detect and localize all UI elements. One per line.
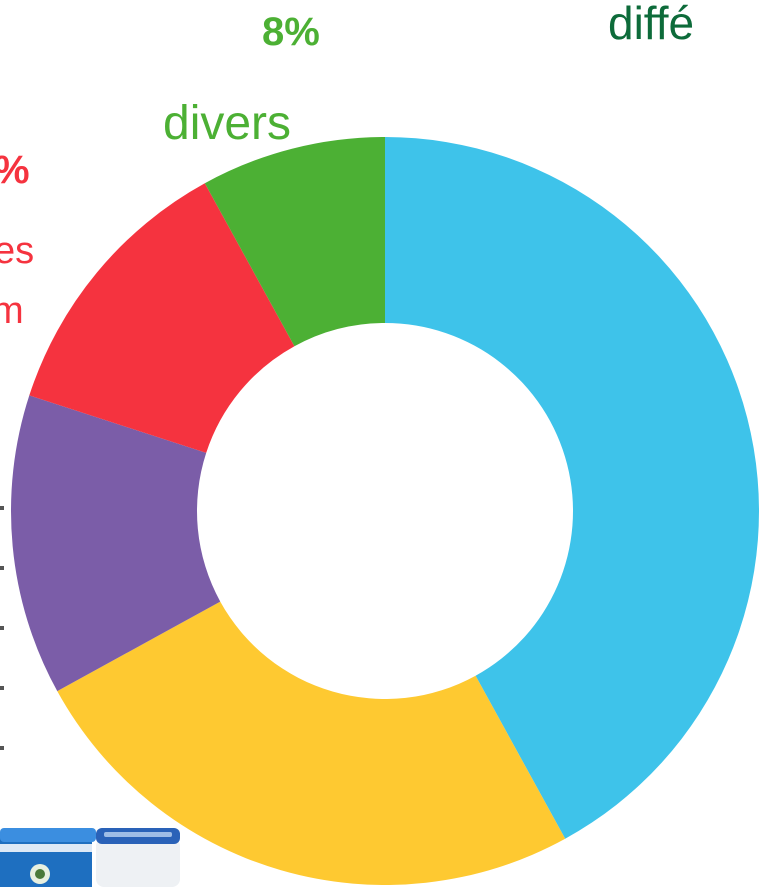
chart-title-fragment: diffé [608,0,695,49]
donut-slice-red [29,183,295,453]
clipped-label-mark [0,626,4,630]
red-label-line-1: es [0,230,35,272]
donut-slice-yellow [57,601,566,886]
clipped-label-mark [0,746,4,750]
red-label-line-2: m [0,290,24,332]
divers-name-label: divers [163,97,292,150]
clipped-label-mark [0,686,4,690]
clipped-label-mark [0,566,4,570]
product-jars-photo-icon [0,828,180,887]
clipped-label-mark [0,506,4,510]
donut-slice-divers [204,137,385,347]
divers-percent-label: 8% [262,10,320,54]
donut-slice-purple [11,395,221,692]
red-percent-label: % [0,150,30,190]
donut-slice-blue [385,137,759,839]
